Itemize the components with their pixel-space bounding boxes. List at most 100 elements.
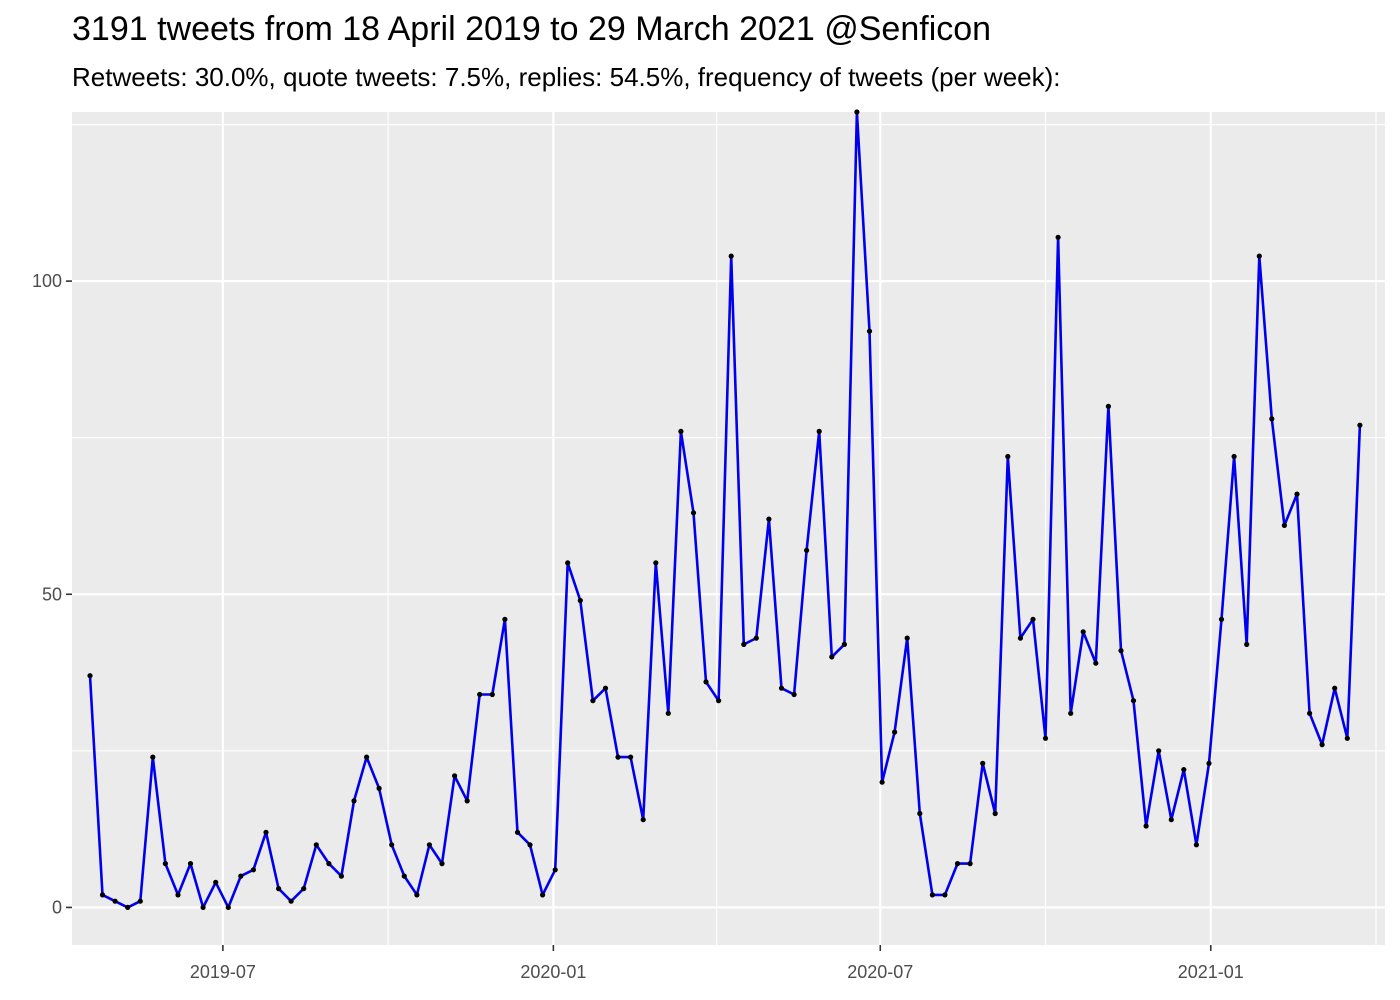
plot-panel — [72, 112, 1385, 945]
data-point — [1156, 748, 1162, 754]
data-point — [200, 904, 206, 911]
data-point — [313, 842, 319, 848]
data-point — [1093, 660, 1099, 666]
data-point — [1193, 842, 1199, 848]
data-point — [338, 873, 344, 879]
data-point — [99, 892, 106, 898]
data-point — [615, 754, 621, 760]
data-point — [162, 861, 168, 867]
data-point — [426, 842, 432, 848]
data-point — [1080, 629, 1086, 635]
data-point — [1231, 453, 1237, 460]
data-point — [1042, 735, 1049, 741]
data-point — [1244, 641, 1250, 648]
data-point — [917, 810, 923, 817]
data-points — [87, 109, 1363, 911]
data-point — [1357, 422, 1363, 428]
data-point — [225, 904, 231, 911]
data-point — [527, 842, 533, 848]
data-point — [1294, 491, 1300, 497]
data-point — [276, 886, 282, 892]
series-line — [88, 110, 1362, 909]
data-point — [942, 892, 948, 898]
major-gridlines — [72, 112, 1385, 945]
data-point — [364, 754, 370, 760]
data-point — [741, 641, 747, 648]
data-point — [1319, 742, 1325, 748]
data-point — [1206, 760, 1212, 767]
data-point — [1281, 522, 1287, 529]
data-point — [439, 861, 445, 867]
data-point — [514, 829, 521, 835]
data-point — [766, 516, 772, 522]
tick-labels: 2019-07 2020-01 2020-07 2021-01 0 50 100 — [32, 271, 1244, 982]
data-point — [753, 635, 759, 641]
data-point — [1269, 416, 1275, 422]
data-point — [125, 904, 131, 911]
data-point — [590, 698, 596, 704]
data-point — [904, 635, 910, 641]
data-point — [892, 729, 898, 735]
data-point — [288, 898, 294, 904]
data-point — [452, 773, 458, 779]
y-tick-label: 100 — [32, 271, 62, 291]
data-point — [1030, 616, 1036, 622]
data-point — [1256, 253, 1262, 259]
data-point — [1130, 698, 1137, 704]
data-point — [1055, 234, 1061, 240]
data-point — [816, 428, 822, 434]
data-point — [351, 798, 357, 804]
data-point — [992, 810, 998, 817]
data-point — [464, 798, 470, 804]
data-point — [238, 873, 244, 879]
data-point — [401, 873, 407, 879]
y-tick-label: 50 — [42, 584, 62, 604]
data-point — [1068, 710, 1074, 716]
data-point — [1181, 767, 1187, 773]
data-point — [778, 685, 785, 691]
chart-subtitle: Retweets: 30.0%, quote tweets: 7.5%, rep… — [72, 62, 1061, 92]
data-point — [716, 698, 722, 704]
data-point — [954, 861, 961, 867]
minor-gridlines — [72, 112, 1385, 945]
y-tick-label: 0 — [52, 897, 62, 917]
data-point — [577, 597, 583, 604]
data-point — [263, 829, 269, 835]
data-point — [1218, 616, 1225, 622]
data-point — [728, 253, 734, 259]
data-point — [1344, 735, 1350, 741]
data-point — [841, 641, 848, 648]
data-point — [150, 754, 156, 760]
x-tick-label: 2020-07 — [847, 962, 913, 982]
data-point — [1105, 403, 1111, 409]
data-point — [175, 892, 181, 898]
data-point — [628, 754, 634, 760]
data-point — [1307, 710, 1313, 716]
data-point — [137, 898, 143, 904]
data-point — [1005, 453, 1011, 460]
data-point — [565, 560, 571, 566]
data-point — [602, 685, 609, 691]
data-point — [678, 428, 684, 434]
data-point — [414, 892, 420, 898]
data-point — [112, 898, 118, 904]
data-point — [389, 842, 395, 848]
data-point — [1118, 648, 1124, 654]
data-point — [213, 879, 219, 886]
data-point — [87, 673, 93, 679]
data-point — [477, 691, 483, 698]
data-point — [250, 867, 256, 873]
data-point — [552, 867, 558, 873]
data-point — [854, 109, 860, 115]
axis-ticks — [66, 280, 1212, 951]
data-point — [690, 510, 697, 516]
data-point — [489, 691, 495, 698]
data-point — [301, 886, 307, 892]
data-point — [640, 817, 646, 823]
data-point — [326, 861, 332, 867]
data-point — [1143, 823, 1149, 829]
data-point — [703, 679, 709, 685]
data-point — [1168, 817, 1174, 823]
data-point — [980, 760, 986, 767]
data-point — [665, 710, 671, 716]
